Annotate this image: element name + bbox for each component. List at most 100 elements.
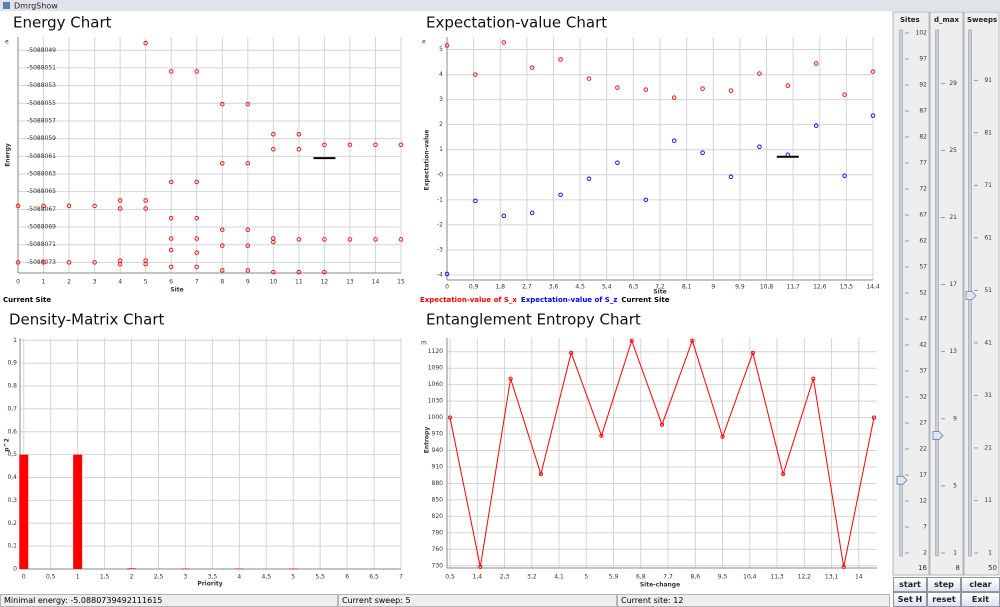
x-tick-label: 0,5 [445, 574, 455, 581]
data-point [194, 69, 199, 74]
data-point [245, 243, 251, 248]
data-point [615, 160, 620, 166]
x-tick-label: 0,9 [469, 284, 479, 291]
bar [127, 568, 137, 569]
data-point [473, 198, 478, 204]
plot-area [20, 338, 401, 569]
x-tick-label: 13,5 [840, 284, 854, 291]
y-tick-label: -3 [437, 246, 443, 253]
x-tick-label: 5,9 [609, 574, 619, 581]
slider-tick-label: 1 [953, 550, 957, 557]
slider-tick-label: 21 [949, 214, 957, 221]
x-tick-label: 3,5 [208, 574, 218, 581]
data-point [41, 203, 46, 209]
data-point [143, 206, 148, 211]
slider-tick-label: 77 [919, 160, 927, 167]
slider-label: Sweeps [967, 16, 997, 24]
data-point [398, 237, 404, 242]
x-tick-label: 9 [711, 284, 715, 291]
y-axis-label: p^2 [4, 438, 11, 452]
y-tick-label: -1 [437, 196, 443, 203]
x-tick-label: 0 [445, 284, 449, 291]
x-tick-label: 1,4 [473, 574, 483, 581]
y-axis-label: Expectation-value [424, 130, 431, 191]
x-tick-label: 10,8 [760, 284, 774, 291]
slider-tick-label: 5 [953, 482, 957, 489]
x-axis-label: Site [653, 289, 666, 296]
data-point [296, 131, 302, 137]
step-button[interactable]: step [927, 577, 961, 592]
y-tick-label: -4 [437, 271, 443, 278]
data-point [194, 179, 199, 185]
y-tick-label: -5088071 [27, 241, 56, 248]
y-tick-label: -5088069 [27, 224, 56, 231]
data-point [220, 101, 225, 107]
data-point [322, 142, 327, 148]
title-bar [0, 0, 1000, 11]
y-tick-label: 790 [432, 529, 444, 536]
data-point [15, 203, 21, 209]
slider-tick-label: 37 [919, 368, 927, 375]
x-tick-label: 1 [76, 574, 80, 581]
reset-button[interactable]: reset [927, 592, 961, 607]
data-point [538, 472, 543, 477]
slider-tick-label: 97 [919, 56, 927, 63]
slider-tick-label: 1 [988, 550, 992, 557]
x-tick-label: 7,2 [655, 284, 665, 291]
data-point [322, 269, 327, 275]
set-h-button[interactable]: Set H [893, 592, 927, 607]
data-point [117, 261, 123, 267]
x-tick-label: 0,5 [46, 574, 56, 581]
y-tick-label: 820 [432, 513, 444, 520]
start-button[interactable]: start [893, 577, 927, 592]
data-point [659, 422, 665, 427]
y-tick-label: 0,6 [7, 428, 17, 435]
slider-tick-label: 29 [949, 80, 957, 87]
data-point [168, 69, 174, 74]
y-tick-label: 760 [432, 546, 444, 553]
y-tick-label: 1 [13, 337, 17, 344]
exit-button[interactable]: Exit [961, 592, 1000, 607]
slider-tick-label: 9 [953, 415, 957, 422]
x-tick-label: 10 [270, 279, 278, 286]
y-tick-label: 940 [432, 447, 444, 454]
legend-strip [0, 296, 890, 305]
data-point [194, 215, 199, 221]
x-tick-label: 10,4 [743, 574, 757, 581]
slider-tick-label: 27 [919, 420, 927, 427]
data-point [347, 237, 353, 242]
slider-tick-label: 12 [919, 498, 927, 505]
y-tick-label: 0,3 [7, 497, 17, 504]
slider-tick-label: 92 [919, 82, 927, 89]
data-point [296, 147, 302, 152]
data-point [168, 236, 174, 241]
x-tick-label: 6,3 [629, 284, 639, 291]
x-tick-label: 2,7 [522, 284, 532, 291]
x-tick-label: 9,9 [735, 284, 745, 291]
x-tick-label: 8 [220, 279, 224, 286]
x-tick-label: 13 [346, 279, 354, 286]
data-point [529, 65, 535, 70]
data-point [870, 113, 876, 118]
slider-knob[interactable] [965, 291, 977, 301]
data-point [271, 269, 276, 275]
plot-area [18, 37, 401, 273]
y-tick-label: -5088061 [27, 153, 56, 160]
axis-unit: e [422, 39, 426, 46]
slider-knob[interactable] [896, 475, 908, 485]
slider-knob[interactable] [932, 431, 944, 440]
data-point [194, 236, 199, 241]
y-axis-label: Energy [5, 143, 12, 167]
data-point [842, 173, 847, 179]
x-tick-label: 2 [130, 574, 134, 581]
data-point [841, 564, 846, 569]
data-point [92, 260, 97, 265]
slider-tick-label: 82 [919, 134, 927, 141]
y-tick-label: 2 [439, 121, 443, 128]
clear-button[interactable]: clear [961, 577, 1000, 592]
x-tick-label: 5 [144, 279, 148, 286]
slider-tick-label: 13 [949, 348, 957, 355]
y-tick-label: 0,4 [7, 474, 17, 481]
data-point [720, 434, 725, 439]
y-tick-label: -5088067 [27, 206, 56, 213]
